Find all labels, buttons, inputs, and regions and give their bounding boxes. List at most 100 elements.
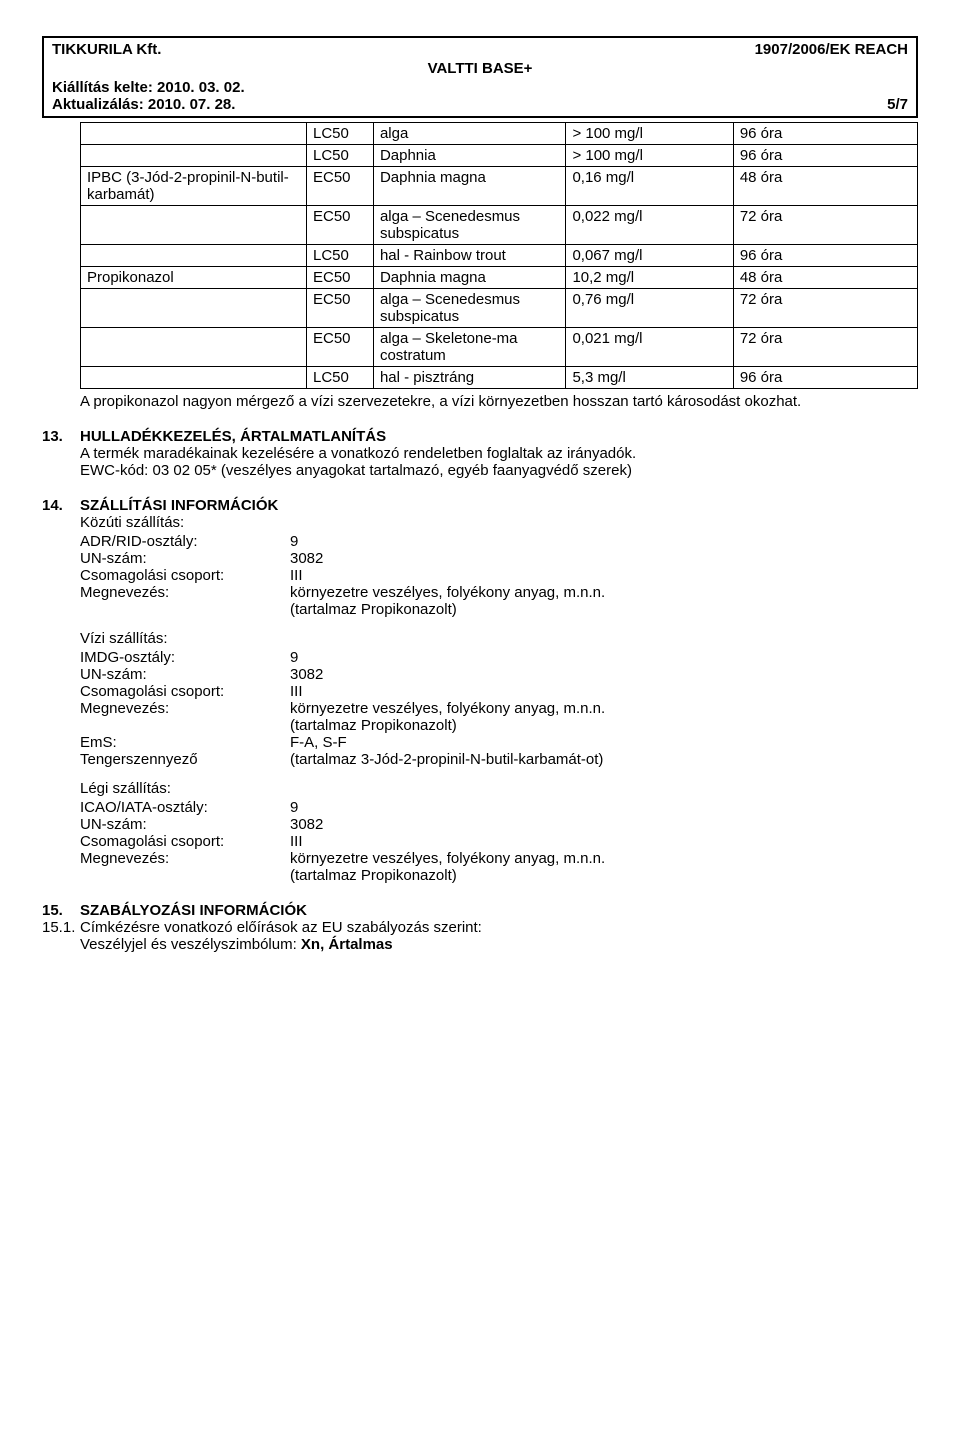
table-row: LC50Daphnia> 100 mg/l96 óra <box>81 145 918 167</box>
hazard-line-prefix: Veszélyjel és veszélyszimbólum: <box>80 936 301 953</box>
section-14: 14. SZÁLLÍTÁSI INFORMÁCIÓK Közúti szállí… <box>42 497 918 531</box>
kv-extra: (tartalmaz Propikonazolt) <box>290 717 918 734</box>
kv-value: 3082 <box>290 816 918 833</box>
table-cell <box>81 328 307 367</box>
kv-row: EmS:F-A, S-F <box>80 734 918 751</box>
section-number: 14. <box>42 497 80 531</box>
kv-row: UN-szám:3082 <box>80 550 918 567</box>
kv-row: UN-szám:3082 <box>80 816 918 833</box>
subsection-number: 15.1. <box>42 919 80 936</box>
section-15: 15. SZABÁLYOZÁSI INFORMÁCIÓK <box>42 902 918 919</box>
kv-label: Csomagolási csoport: <box>80 683 290 700</box>
transport-heading: Vízi szállítás: <box>80 630 918 647</box>
kv-row: ADR/RID-osztály:9 <box>80 533 918 550</box>
table-cell <box>81 206 307 245</box>
table-cell: 5,3 mg/l <box>566 367 733 389</box>
table-cell: 72 óra <box>733 328 917 367</box>
kv-value: III <box>290 833 918 850</box>
section-number: 13. <box>42 428 80 479</box>
kv-label: Megnevezés: <box>80 700 290 717</box>
kv-label: UN-szám: <box>80 550 290 567</box>
section-title: SZABÁLYOZÁSI INFORMÁCIÓK <box>80 902 918 919</box>
table-cell: 0,76 mg/l <box>566 289 733 328</box>
subsection-text: Címkézésre vonatkozó előírások az EU sza… <box>80 919 482 936</box>
table-cell: 48 óra <box>733 167 917 206</box>
table-cell <box>81 289 307 328</box>
table-cell: EC50 <box>306 167 373 206</box>
kv-value: (tartalmaz 3-Jód-2-propinil-N-butil-karb… <box>290 751 918 768</box>
table-row: EC50alga – Skeletone-ma costratum0,021 m… <box>81 328 918 367</box>
kv-row: IMDG-osztály:9 <box>80 649 918 666</box>
kv-row: Csomagolási csoport:III <box>80 567 918 584</box>
kv-row: Tengerszennyező(tartalmaz 3-Jód-2-propin… <box>80 751 918 768</box>
table-row: LC50hal - Rainbow trout0,067 mg/l96 óra <box>81 245 918 267</box>
table-cell: LC50 <box>306 245 373 267</box>
table-row: IPBC (3-Jód-2-propinil-N-butil-karbamát)… <box>81 167 918 206</box>
kv-label: ADR/RID-osztály: <box>80 533 290 550</box>
transport-heading: Közúti szállítás: <box>80 514 918 531</box>
table-cell: 96 óra <box>733 367 917 389</box>
table-cell: 0,022 mg/l <box>566 206 733 245</box>
kv-label: UN-szám: <box>80 666 290 683</box>
issue-date: Kiállítás kelte: 2010. 03. 02. <box>52 79 908 96</box>
subsection-15-1: 15.1. Címkézésre vonatkozó előírások az … <box>42 919 918 936</box>
kv-value: 9 <box>290 533 918 550</box>
kv-value: III <box>290 567 918 584</box>
table-cell: EC50 <box>306 289 373 328</box>
hazard-symbol: Xn, Ártalmas <box>301 936 393 953</box>
table-cell: Daphnia magna <box>373 167 566 206</box>
regulation-ref: 1907/2006/EK REACH <box>755 41 908 58</box>
kv-label: Megnevezés: <box>80 584 290 601</box>
kv-row: UN-szám:3082 <box>80 666 918 683</box>
section-13: 13. HULLADÉKKEZELÉS, ÁRTALMATLANÍTÁS A t… <box>42 428 918 479</box>
kv-label: UN-szám: <box>80 816 290 833</box>
kv-label: Tengerszennyező <box>80 751 290 768</box>
table-note: A propikonazol nagyon mérgező a vízi sze… <box>80 393 918 410</box>
air-transport-block: ICAO/IATA-osztály:9UN-szám:3082Csomagolá… <box>80 799 918 884</box>
section-title: HULLADÉKKEZELÉS, ÁRTALMATLANÍTÁS <box>80 428 918 445</box>
section-title: SZÁLLÍTÁSI INFORMÁCIÓK <box>80 497 918 514</box>
kv-row: Megnevezés:környezetre veszélyes, folyék… <box>80 700 918 717</box>
table-cell: 0,021 mg/l <box>566 328 733 367</box>
document-header: TIKKURILA Kft. 1907/2006/EK REACH VALTTI… <box>42 36 918 118</box>
kv-value: 9 <box>290 649 918 666</box>
table-cell <box>81 367 307 389</box>
table-cell: 10,2 mg/l <box>566 267 733 289</box>
toxicity-table: LC50alga> 100 mg/l96 óraLC50Daphnia> 100… <box>80 122 918 389</box>
company-name: TIKKURILA Kft. <box>52 41 161 58</box>
table-cell: Daphnia magna <box>373 267 566 289</box>
table-cell: 0,16 mg/l <box>566 167 733 206</box>
table-cell: hal - pisztráng <box>373 367 566 389</box>
update-date: Aktualizálás: 2010. 07. 28. <box>52 96 235 113</box>
table-row: LC50alga> 100 mg/l96 óra <box>81 123 918 145</box>
kv-extra: (tartalmaz Propikonazolt) <box>290 601 918 618</box>
table-cell: 48 óra <box>733 267 917 289</box>
page-number: 5/7 <box>887 96 908 113</box>
kv-value: környezetre veszélyes, folyékony anyag, … <box>290 584 918 601</box>
table-cell: 96 óra <box>733 123 917 145</box>
kv-row: ICAO/IATA-osztály:9 <box>80 799 918 816</box>
water-transport-block: IMDG-osztály:9UN-szám:3082Csomagolási cs… <box>80 649 918 768</box>
table-row: LC50hal - pisztráng5,3 mg/l96 óra <box>81 367 918 389</box>
table-cell: LC50 <box>306 367 373 389</box>
section-text: A termék maradékainak kezelésére a vonat… <box>80 445 918 462</box>
kv-value: III <box>290 683 918 700</box>
table-cell: alga – Skeletone-ma costratum <box>373 328 566 367</box>
table-cell: LC50 <box>306 123 373 145</box>
kv-value: környezetre veszélyes, folyékony anyag, … <box>290 850 918 867</box>
kv-label: Megnevezés: <box>80 850 290 867</box>
kv-label: Csomagolási csoport: <box>80 833 290 850</box>
road-transport-block: ADR/RID-osztály:9UN-szám:3082Csomagolási… <box>80 533 918 618</box>
table-cell: 72 óra <box>733 206 917 245</box>
table-cell: 96 óra <box>733 245 917 267</box>
kv-value: F-A, S-F <box>290 734 918 751</box>
transport-heading: Légi szállítás: <box>80 780 918 797</box>
table-cell <box>81 145 307 167</box>
table-cell: EC50 <box>306 206 373 245</box>
table-cell: alga <box>373 123 566 145</box>
kv-row: Megnevezés:környezetre veszélyes, folyék… <box>80 584 918 601</box>
table-cell: 96 óra <box>733 145 917 167</box>
kv-label: Csomagolási csoport: <box>80 567 290 584</box>
table-cell: > 100 mg/l <box>566 145 733 167</box>
table-row: EC50alga – Scenedesmus subspicatus0,76 m… <box>81 289 918 328</box>
